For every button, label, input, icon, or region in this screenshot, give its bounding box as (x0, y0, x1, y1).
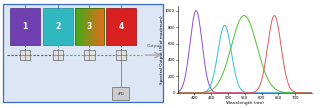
FancyBboxPatch shape (102, 8, 104, 45)
FancyBboxPatch shape (99, 8, 101, 45)
FancyBboxPatch shape (88, 8, 90, 45)
FancyBboxPatch shape (43, 8, 73, 45)
FancyBboxPatch shape (82, 8, 83, 45)
FancyBboxPatch shape (95, 8, 97, 45)
FancyBboxPatch shape (87, 8, 89, 45)
FancyBboxPatch shape (97, 8, 99, 45)
Text: rPD: rPD (117, 92, 124, 96)
FancyBboxPatch shape (76, 8, 77, 45)
FancyBboxPatch shape (100, 8, 102, 45)
FancyBboxPatch shape (101, 8, 103, 45)
FancyBboxPatch shape (92, 8, 94, 45)
FancyBboxPatch shape (10, 8, 40, 45)
FancyBboxPatch shape (92, 8, 93, 45)
FancyBboxPatch shape (103, 8, 105, 45)
Y-axis label: Spectral Output (% of maximum): Spectral Output (% of maximum) (160, 15, 164, 84)
Text: 2: 2 (55, 22, 61, 31)
FancyBboxPatch shape (83, 8, 84, 45)
Text: 1: 1 (22, 22, 28, 31)
FancyBboxPatch shape (91, 8, 92, 45)
Text: Output: Output (147, 44, 162, 48)
Text: 4: 4 (118, 22, 124, 31)
FancyBboxPatch shape (4, 4, 163, 102)
FancyBboxPatch shape (112, 87, 129, 100)
FancyBboxPatch shape (98, 8, 100, 45)
FancyBboxPatch shape (90, 8, 91, 45)
FancyBboxPatch shape (116, 50, 126, 60)
FancyBboxPatch shape (106, 8, 136, 45)
FancyBboxPatch shape (94, 8, 96, 45)
Text: 3: 3 (87, 22, 92, 31)
FancyBboxPatch shape (81, 8, 82, 45)
FancyBboxPatch shape (84, 50, 94, 60)
FancyBboxPatch shape (85, 8, 87, 45)
FancyBboxPatch shape (53, 50, 63, 60)
X-axis label: Wavelength (nm): Wavelength (nm) (226, 101, 264, 105)
FancyBboxPatch shape (20, 50, 30, 60)
FancyBboxPatch shape (79, 8, 80, 45)
FancyBboxPatch shape (80, 8, 81, 45)
FancyBboxPatch shape (84, 8, 86, 45)
FancyBboxPatch shape (86, 8, 88, 45)
FancyBboxPatch shape (76, 8, 78, 45)
FancyBboxPatch shape (77, 8, 79, 45)
FancyBboxPatch shape (75, 8, 76, 45)
FancyBboxPatch shape (96, 8, 98, 45)
FancyBboxPatch shape (93, 8, 95, 45)
FancyBboxPatch shape (84, 8, 85, 45)
